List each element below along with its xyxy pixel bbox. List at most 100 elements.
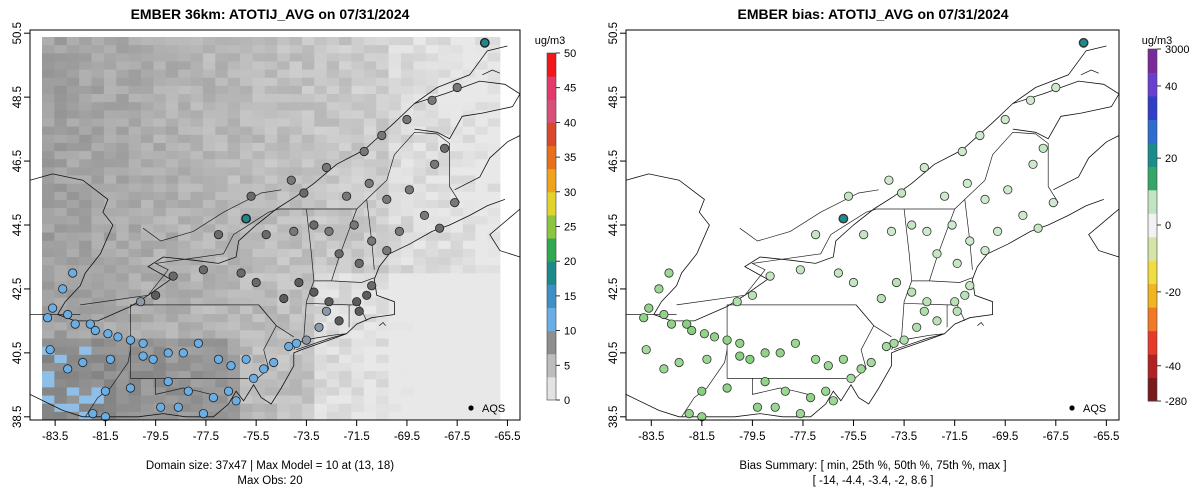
model-grid-cell xyxy=(413,257,427,266)
model-grid-cell xyxy=(264,240,278,250)
model-grid-cell xyxy=(301,314,315,323)
model-grid-cell xyxy=(141,53,154,62)
model-grid-cell xyxy=(240,151,253,160)
colorbar-swatch xyxy=(547,76,556,100)
island-outline xyxy=(379,321,386,326)
observation-site-marker xyxy=(100,386,111,396)
model-grid-cell xyxy=(339,265,352,274)
model-grid-cell xyxy=(462,45,476,54)
colorbar-tick-label: 0 xyxy=(564,395,570,407)
colorbar-swatch xyxy=(547,307,556,332)
model-grid-cell xyxy=(128,77,142,87)
model-grid-cell xyxy=(141,175,154,185)
x-tick-label: -65.5 xyxy=(1093,431,1119,443)
model-grid-cell xyxy=(240,45,253,54)
bias-site-marker xyxy=(922,226,932,236)
model-grid-cell xyxy=(487,248,501,258)
model-grid-cell xyxy=(475,199,489,209)
observation-site-marker xyxy=(90,325,100,336)
model-grid-cell xyxy=(215,224,229,233)
model-grid-cell xyxy=(351,289,365,299)
model-grid-cell xyxy=(252,395,266,405)
model-grid-cell xyxy=(103,314,117,323)
coastline-nova-scotia xyxy=(489,208,521,258)
model-grid-cell xyxy=(215,175,229,185)
bias-site-marker xyxy=(856,364,866,374)
model-grid-cell xyxy=(326,159,340,168)
model-grid-cell xyxy=(425,362,439,372)
model-grid-cell xyxy=(128,395,142,405)
model-grid-cell xyxy=(363,265,377,274)
model-grid-cell xyxy=(215,118,229,128)
model-grid-cell xyxy=(462,77,476,87)
model-grid-cell xyxy=(178,167,191,176)
model-grid-cell xyxy=(376,281,389,291)
y-tick-label: 42.5 xyxy=(608,278,620,300)
observation-site-marker xyxy=(341,191,352,201)
model-grid-cell xyxy=(116,110,130,119)
model-grid-cell xyxy=(42,151,55,160)
model-grid-cell xyxy=(42,265,55,274)
model-grid-cell xyxy=(314,85,328,95)
model-grid-cell xyxy=(487,387,501,396)
model-grid-cell xyxy=(264,387,278,396)
bias-site-marker xyxy=(659,309,669,320)
model-grid-cell xyxy=(79,85,92,95)
observation-site-marker xyxy=(226,361,236,371)
model-grid-cell xyxy=(91,110,105,119)
model-grid-cell xyxy=(277,314,290,323)
model-grid-cell xyxy=(79,314,92,323)
model-grid-cell xyxy=(264,208,278,217)
model-grid-cell xyxy=(351,240,365,250)
model-grid-cell xyxy=(326,151,340,160)
model-grid-cell xyxy=(42,159,55,168)
model-grid-cell xyxy=(116,102,130,111)
x-tick-label: -83.5 xyxy=(42,431,68,443)
model-grid-cell xyxy=(425,346,439,356)
model-grid-cell xyxy=(240,69,253,79)
model-grid-cell xyxy=(165,191,179,201)
model-grid-cell xyxy=(450,208,464,217)
y-tick-label: 50.5 xyxy=(12,22,24,44)
model-grid-cell xyxy=(438,77,451,87)
model-grid-cell xyxy=(400,94,414,103)
model-grid-cell xyxy=(190,387,204,396)
model-grid-cell xyxy=(178,175,191,185)
colorbar-swatch xyxy=(1148,166,1157,191)
model-grid-cell xyxy=(450,183,464,193)
model-grid-cell xyxy=(413,395,427,405)
bias-site-marker xyxy=(907,220,917,230)
model-grid-cell xyxy=(462,37,476,46)
model-grid-cell xyxy=(202,240,216,250)
model-grid-cell xyxy=(227,142,241,152)
model-grid-cell xyxy=(91,126,105,136)
model-grid-cell xyxy=(66,159,80,168)
left-colorbar-unit: ug/m3 xyxy=(535,35,566,47)
model-grid-cell xyxy=(363,167,377,176)
model-grid-cell xyxy=(103,110,117,119)
model-grid-cell xyxy=(388,379,402,388)
model-grid-cell xyxy=(165,85,179,95)
model-grid-cell xyxy=(128,175,142,185)
bias-site-marker xyxy=(846,373,856,383)
model-grid-cell xyxy=(165,289,179,299)
bias-site-marker xyxy=(866,357,876,368)
model-grid-cell xyxy=(462,110,476,119)
model-grid-cell xyxy=(475,110,489,119)
model-grid-cell xyxy=(314,216,328,225)
right-x-axis: -83.5 -81.5 -79.5 -77.5 -75.5 -73.5 -71.5 -69.5… xyxy=(638,420,1119,443)
model-grid-cell xyxy=(301,208,315,217)
model-grid-cell xyxy=(462,411,476,421)
model-grid-cell xyxy=(116,248,130,258)
model-grid-cell xyxy=(376,411,389,421)
model-grid-cell xyxy=(277,330,290,339)
model-grid-cell xyxy=(326,281,340,291)
observation-site-marker xyxy=(321,306,332,316)
model-grid-cell xyxy=(289,354,303,364)
model-grid-cell xyxy=(128,110,142,119)
coastline-maritimes xyxy=(454,135,521,191)
model-grid-cell xyxy=(301,77,315,87)
model-grid-cell xyxy=(376,94,389,103)
model-grid-cell xyxy=(289,85,303,95)
model-grid-cell xyxy=(438,322,451,331)
